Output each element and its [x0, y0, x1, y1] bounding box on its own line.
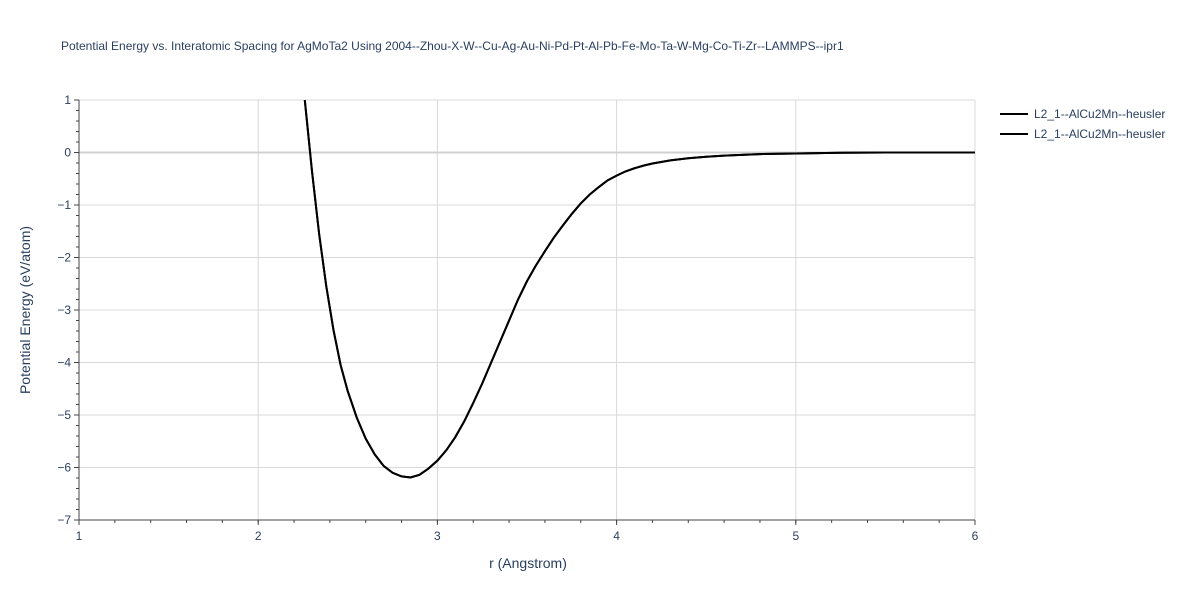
- legend-item[interactable]: L2_1--AlCu2Mn--heusler: [1000, 127, 1165, 141]
- y-tick-label: −3: [57, 303, 71, 317]
- legend-item[interactable]: L2_1--AlCu2Mn--heusler: [1000, 107, 1165, 121]
- x-tick-label: 5: [792, 529, 799, 543]
- series-line-2[interactable]: [303, 100, 975, 479]
- y-tick-label: −4: [57, 356, 71, 370]
- y-tick-label: −1: [57, 198, 71, 212]
- y-tick-label: −2: [57, 251, 71, 265]
- legend-label: L2_1--AlCu2Mn--heusler: [1034, 107, 1165, 121]
- x-tick-label: 6: [972, 529, 979, 543]
- y-tick-label: −7: [57, 513, 71, 527]
- x-tick-label: 3: [434, 529, 441, 543]
- chart-title: Potential Energy vs. Interatomic Spacing…: [61, 39, 844, 53]
- x-axis-title: r (Angstrom): [489, 555, 567, 571]
- grid-layer: [79, 99, 976, 520]
- y-tick-label: −5: [57, 408, 71, 422]
- y-tick-label: 1: [64, 93, 71, 107]
- x-tick-label: 2: [255, 529, 262, 543]
- series-line-1[interactable]: [303, 100, 975, 479]
- axis-layer: 1 2 3 4 5 6 1 0 −1 −2 −3 −4 −5 −6 −7: [57, 93, 978, 543]
- y-tick-label: 0: [64, 146, 71, 160]
- legend[interactable]: L2_1--AlCu2Mn--heusler L2_1--AlCu2Mn--heu…: [1000, 107, 1165, 141]
- legend-label: L2_1--AlCu2Mn--heusler: [1034, 127, 1165, 141]
- y-axis-title: Potential Energy (eV/atom): [17, 226, 33, 394]
- y-tick-label: −6: [57, 461, 71, 475]
- x-tick-label: 1: [76, 529, 83, 543]
- series-layer[interactable]: [303, 100, 975, 479]
- x-tick-label: 4: [613, 529, 620, 543]
